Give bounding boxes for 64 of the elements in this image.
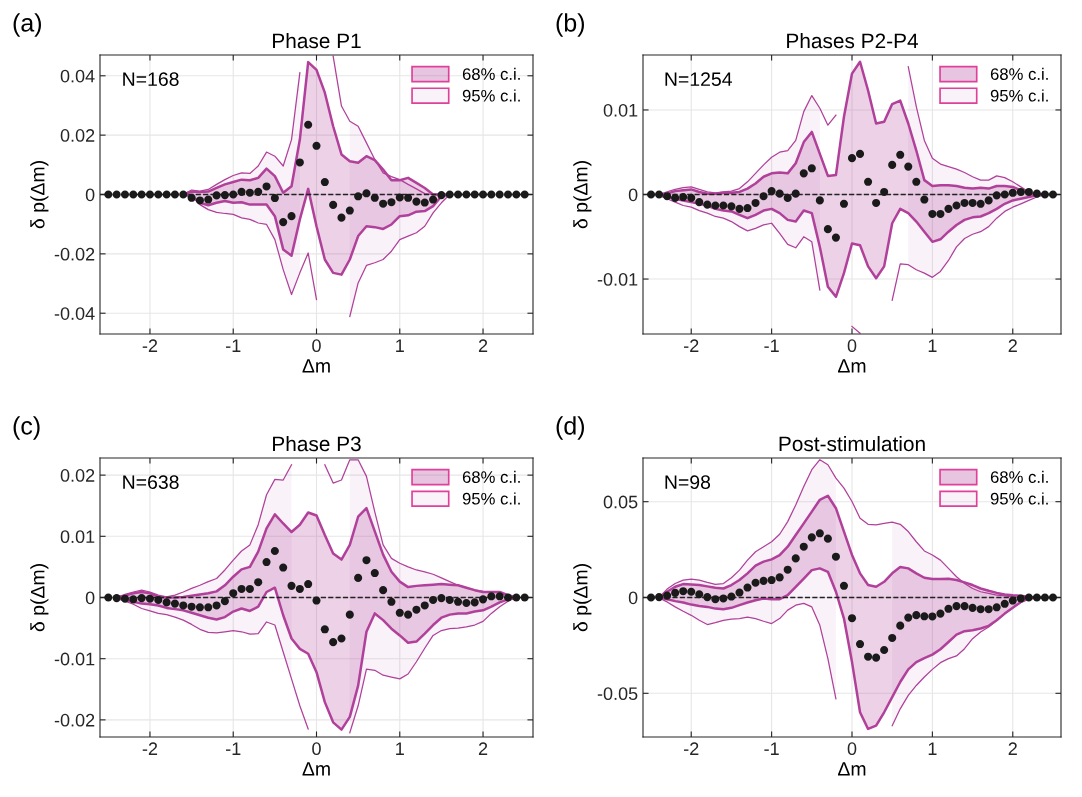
- x-tick-label: 0: [312, 742, 321, 756]
- y-tick-label: -0.05: [597, 687, 638, 701]
- y-tick-label: 0.01: [603, 103, 638, 117]
- y-axis-title: δ p(Δm): [30, 161, 49, 229]
- y-tick-label: 0: [85, 188, 95, 202]
- y-tick-label: -0.04: [54, 307, 95, 320]
- y-tick-label: 0.02: [60, 129, 95, 142]
- y-tick-label: -0.02: [54, 247, 95, 261]
- text: (b): [556, 13, 584, 37]
- x-tick-label: 2: [1008, 742, 1017, 755]
- x-tick-label: -2: [142, 742, 158, 755]
- legend-label: 68% c.i.: [462, 67, 520, 80]
- x-tick-label: 2: [478, 742, 488, 755]
- y-axis-title: δ p(Δm): [573, 161, 592, 229]
- legend-label: 68% c.i.: [990, 67, 1048, 80]
- text: (c): [13, 416, 40, 440]
- y-tick-label: 0: [628, 591, 638, 605]
- x-axis-title: Δm: [837, 762, 866, 776]
- x-tick-label: -2: [684, 339, 699, 352]
- x-axis-title: Δm: [302, 762, 330, 776]
- chart-title: Post-stimulation: [779, 435, 925, 452]
- y-axis-title: δ p(Δm): [573, 564, 592, 632]
- x-tick-label: 1: [396, 339, 404, 352]
- annotation: N=638: [123, 475, 179, 490]
- legend-label: 68% c.i.: [462, 470, 520, 483]
- chart-title: Phase P1: [273, 32, 361, 49]
- x-tick-label: -1: [226, 339, 241, 352]
- legend-label: 95% c.i.: [462, 492, 520, 505]
- x-tick-label: 0: [847, 742, 857, 756]
- chart-title: Phases P2-P4: [787, 32, 918, 49]
- legend-label: 95% c.i.: [462, 89, 520, 102]
- y-tick-label: 0.02: [60, 469, 95, 482]
- x-tick-label: 2: [478, 339, 488, 352]
- x-tick-label: 1: [396, 742, 404, 755]
- y-tick-label: 0: [628, 188, 638, 202]
- legend-label: 68% c.i.: [990, 470, 1048, 483]
- y-tick-label: -0.02: [54, 713, 95, 727]
- x-tick-label: 2: [1008, 339, 1017, 352]
- y-axis-title: δ p(Δm): [30, 564, 49, 632]
- text: (a): [13, 13, 41, 37]
- annotation: N=1254: [665, 72, 732, 87]
- x-tick-label: 1: [928, 742, 937, 755]
- legend-label: 95% c.i.: [990, 492, 1048, 505]
- x-tick-label: 1: [928, 339, 937, 352]
- text: (d): [556, 416, 584, 440]
- y-tick-label: -0.01: [54, 652, 95, 666]
- x-tick-label: -1: [226, 742, 241, 755]
- x-tick-label: -1: [764, 339, 779, 352]
- x-tick-label: 0: [847, 339, 857, 353]
- x-axis-title: Δm: [302, 359, 330, 373]
- y-tick-label: 0: [85, 591, 95, 605]
- annotation: N=98: [665, 475, 711, 490]
- x-axis-title: Δm: [837, 359, 866, 373]
- y-tick-label: 0.04: [60, 69, 95, 83]
- y-tick-label: 0.05: [603, 495, 638, 509]
- x-tick-label: -1: [764, 742, 779, 755]
- annotation: N=168: [123, 72, 179, 87]
- y-tick-label: -0.01: [597, 272, 638, 286]
- y-tick-label: 0.01: [60, 530, 95, 544]
- chart-title: Phase P3: [273, 435, 361, 452]
- x-tick-label: 0: [312, 339, 321, 353]
- legend-label: 95% c.i.: [990, 89, 1048, 102]
- x-tick-label: -2: [684, 742, 699, 755]
- x-tick-label: -2: [142, 339, 158, 352]
